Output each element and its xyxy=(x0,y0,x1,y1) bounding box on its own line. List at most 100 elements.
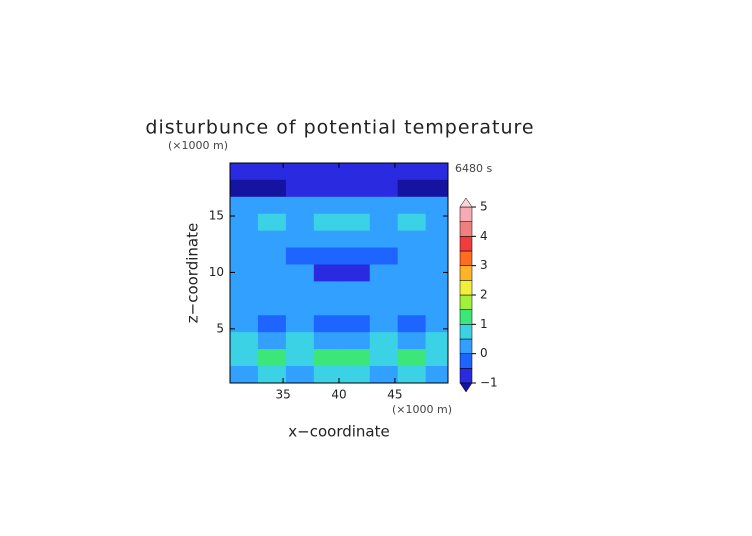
heatmap-cell xyxy=(341,314,371,333)
heatmap-cell xyxy=(341,297,371,316)
heatmap-cell xyxy=(397,348,427,367)
chart-title: disturbunce of potential temperature xyxy=(145,117,534,139)
heatmap-cell xyxy=(397,230,427,248)
heatmap-cell xyxy=(397,196,427,214)
heatmap-cell xyxy=(285,163,315,180)
colorbar-box xyxy=(459,309,473,325)
heatmap-cell xyxy=(425,196,448,214)
heatmap-cell xyxy=(313,365,343,383)
colorbar-tick-label: 4 xyxy=(480,229,488,243)
heatmap-cell xyxy=(230,179,259,197)
heatmap-cell xyxy=(425,263,448,282)
heatmap-cell xyxy=(425,280,448,299)
colorbar-under xyxy=(459,382,473,393)
heatmap-cell xyxy=(285,247,315,265)
heatmap-cell xyxy=(257,297,287,316)
heatmap-cell xyxy=(285,348,315,367)
heatmap-cell xyxy=(369,196,399,214)
heatmap-cell xyxy=(313,163,343,180)
heatmap-cell xyxy=(230,213,259,231)
heatmap-cell xyxy=(369,280,399,299)
heatmap-cell xyxy=(341,196,371,214)
heatmap-cell xyxy=(313,263,343,282)
heatmap-cell xyxy=(369,348,399,367)
heatmap-cell xyxy=(313,297,343,316)
heatmap-cell xyxy=(257,230,287,248)
heatmap-cell xyxy=(257,331,287,350)
heatmap-cell xyxy=(230,230,259,248)
heatmap-cell xyxy=(257,365,287,383)
x-axis-title: x−coordinate xyxy=(288,423,389,441)
heatmap-cell xyxy=(397,179,427,197)
y-axis-title: z−coordinate xyxy=(184,223,202,323)
heatmap-cell xyxy=(313,331,343,350)
y-tick-label: 15 xyxy=(209,209,224,223)
heatmap-cell xyxy=(397,263,427,282)
heatmap-cell xyxy=(425,365,448,383)
heatmap-cell xyxy=(313,314,343,333)
heatmap-cell xyxy=(369,297,399,316)
heatmap-cell xyxy=(230,196,259,214)
heatmap-cell xyxy=(397,280,427,299)
heatmap-cell xyxy=(425,163,448,180)
colorbar-box xyxy=(459,250,473,266)
heatmap-cell xyxy=(313,196,343,214)
heatmap-cell xyxy=(257,179,287,197)
heatmap-cell xyxy=(285,230,315,248)
colorbar-box xyxy=(459,265,473,281)
colorbar-box xyxy=(459,294,473,310)
colorbar-box xyxy=(459,280,473,296)
colorbar-tick-label: 2 xyxy=(480,288,488,302)
heatmap-cell xyxy=(285,263,315,282)
colorbar-box xyxy=(459,206,473,222)
heatmap-cell xyxy=(257,247,287,265)
x-unit: (×1000 m) xyxy=(392,403,452,416)
colorbar-tick-label: −1 xyxy=(480,376,498,390)
heatmap-cell xyxy=(369,263,399,282)
heatmap-cell xyxy=(313,280,343,299)
heatmap-cell xyxy=(285,179,315,197)
heatmap-cell xyxy=(230,297,259,316)
heatmap-cell xyxy=(285,365,315,383)
heatmap-cell xyxy=(369,365,399,383)
colorbar-box xyxy=(459,324,473,340)
heatmap-cell xyxy=(257,280,287,299)
heatmap-cell xyxy=(285,331,315,350)
heatmap-cell xyxy=(425,230,448,248)
heatmap-cell xyxy=(341,230,371,248)
heatmap-cell xyxy=(369,213,399,231)
heatmap-cell xyxy=(369,179,399,197)
heatmap-cell xyxy=(341,263,371,282)
heatmap-cell xyxy=(341,331,371,350)
heatmap-cell xyxy=(313,213,343,231)
heatmap-cell xyxy=(425,213,448,231)
x-tick-label: 45 xyxy=(387,388,402,402)
colorbar-box xyxy=(459,368,473,384)
heatmap-cell xyxy=(341,247,371,265)
colorbar-tick-label: 5 xyxy=(480,200,488,214)
y-tick-label: 10 xyxy=(209,265,224,279)
heatmap-cell xyxy=(285,213,315,231)
heatmap-cell xyxy=(230,314,259,333)
heatmap-cell xyxy=(369,314,399,333)
heatmap-cell xyxy=(313,348,343,367)
heatmap-cell xyxy=(313,230,343,248)
heatmap-cell xyxy=(397,297,427,316)
y-unit: (×1000 m) xyxy=(168,139,228,152)
colorbar-tick-label: 1 xyxy=(480,317,488,331)
x-tick-label: 40 xyxy=(331,388,346,402)
heatmap-cell xyxy=(230,331,259,350)
colorbar-box xyxy=(459,221,473,237)
heatmap-cell xyxy=(257,163,287,180)
heatmap-cell xyxy=(230,263,259,282)
heatmap-cell xyxy=(257,213,287,231)
heatmap-cell xyxy=(285,297,315,316)
heatmap-cell xyxy=(285,280,315,299)
heatmap-cell xyxy=(369,163,399,180)
heatmap-cell xyxy=(341,163,371,180)
heatmap-cell xyxy=(397,163,427,180)
heatmap-cell xyxy=(341,179,371,197)
colorbar-box xyxy=(459,338,473,354)
heatmap-cell xyxy=(257,314,287,333)
heatmap-cell xyxy=(230,163,259,180)
